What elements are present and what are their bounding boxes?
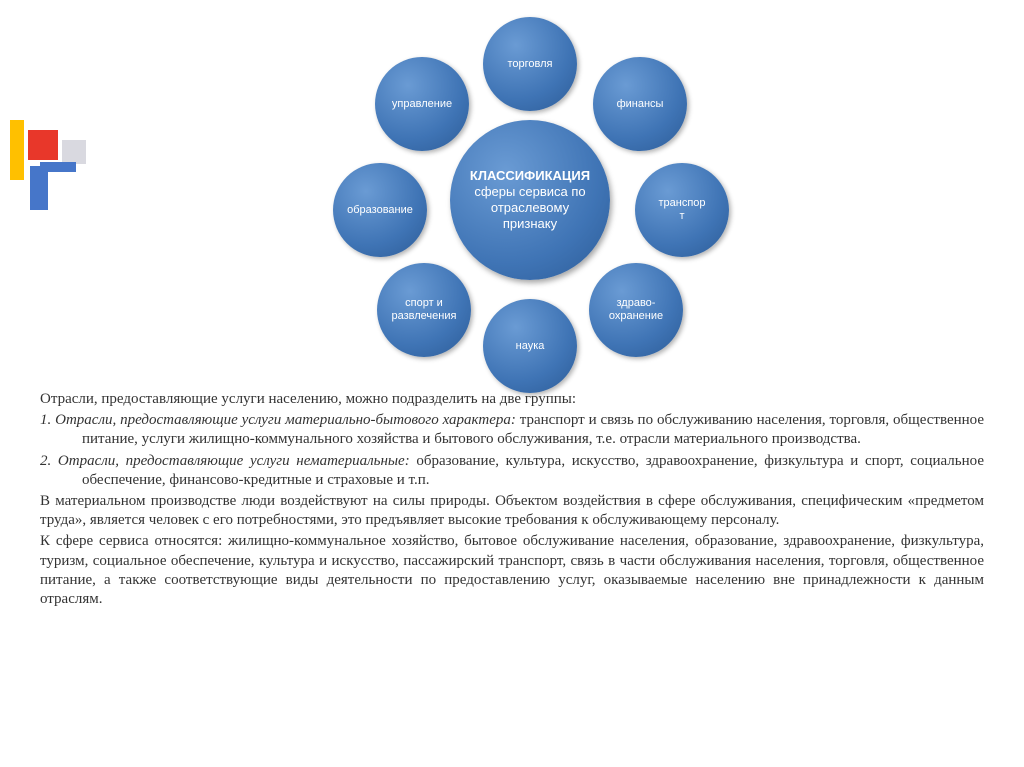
outer-node-4: наука bbox=[483, 299, 577, 393]
list-item-2: 2. Отрасли, предоставляющие услуги немат… bbox=[40, 452, 984, 490]
item2-lead: 2. Отрасли, предоставляющие услуги немат… bbox=[40, 453, 410, 469]
outer-node-6: образование bbox=[333, 163, 427, 257]
classification-diagram: КЛАССИФИКАЦИЯсферы сервиса поотраслевому… bbox=[280, 20, 780, 380]
list-item-1: 1. Отрасли, предоставляющие услуги матер… bbox=[40, 411, 984, 449]
paragraph-3: В материальном производстве люди воздейс… bbox=[40, 492, 984, 530]
center-node: КЛАССИФИКАЦИЯсферы сервиса поотраслевому… bbox=[450, 120, 610, 280]
outer-node-5: спорт иразвлечения bbox=[377, 263, 471, 357]
slide-decoration bbox=[10, 110, 90, 220]
intro-line: Отрасли, предоставляющие услуги населени… bbox=[40, 390, 984, 409]
body-text: Отрасли, предоставляющие услуги населени… bbox=[40, 390, 984, 611]
outer-node-2: транспорт bbox=[635, 163, 729, 257]
outer-node-3: здраво-охранение bbox=[589, 263, 683, 357]
outer-node-0: торговля bbox=[483, 17, 577, 111]
outer-node-7: управление bbox=[375, 57, 469, 151]
outer-node-1: финансы bbox=[593, 57, 687, 151]
item1-lead: 1. Отрасли, предоставляющие услуги матер… bbox=[40, 412, 516, 428]
paragraph-4: К сфере сервиса относятся: жилищно-комму… bbox=[40, 532, 984, 609]
